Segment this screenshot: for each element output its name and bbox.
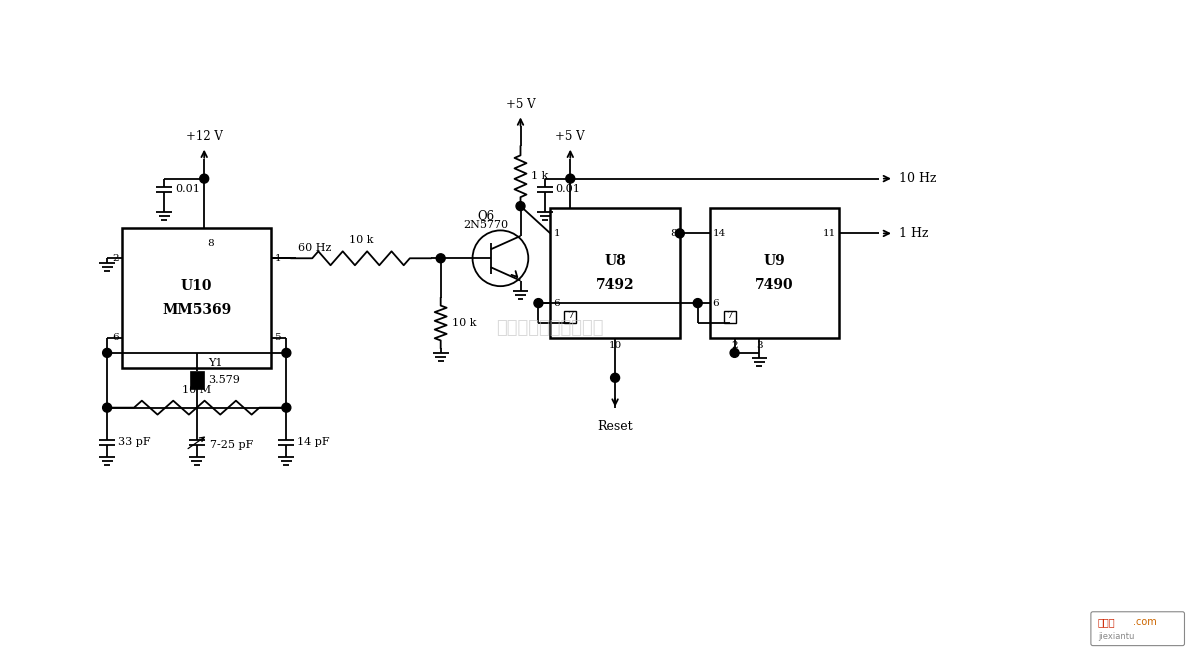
Text: Reset: Reset: [598, 420, 632, 433]
Text: 0.01: 0.01: [175, 184, 200, 194]
Circle shape: [516, 202, 524, 211]
Text: Q6: Q6: [476, 209, 494, 222]
Text: 7: 7: [566, 311, 574, 320]
Bar: [551, 209, 680, 338]
Text: 10: 10: [608, 341, 622, 350]
Text: 3: 3: [756, 341, 763, 350]
Text: 0.01: 0.01: [556, 184, 581, 194]
Text: U8: U8: [605, 254, 626, 268]
Bar: [190, 371, 204, 389]
Circle shape: [694, 299, 702, 308]
Text: U10: U10: [181, 279, 212, 293]
Circle shape: [103, 403, 112, 412]
Text: jiexiantu: jiexiantu: [1098, 632, 1134, 641]
Text: 6: 6: [553, 299, 560, 308]
Circle shape: [566, 174, 575, 183]
Text: 接线图: 接线图: [1098, 617, 1116, 627]
Text: 7490: 7490: [755, 278, 793, 292]
Text: 33 pF: 33 pF: [118, 437, 151, 448]
Text: +12 V: +12 V: [186, 130, 223, 143]
Text: 1 k: 1 k: [532, 171, 548, 181]
Text: 1: 1: [553, 229, 560, 238]
Text: 1: 1: [275, 254, 281, 263]
Text: 10 M: 10 M: [182, 385, 211, 395]
Text: 11: 11: [823, 229, 836, 238]
Text: +5 V: +5 V: [505, 97, 535, 111]
Text: 10 k: 10 k: [349, 235, 373, 246]
Text: Y1: Y1: [208, 358, 222, 368]
Text: 2N5770: 2N5770: [463, 220, 508, 231]
Circle shape: [199, 174, 209, 183]
Circle shape: [437, 254, 445, 262]
Circle shape: [282, 403, 290, 412]
Text: 杭州将睿科技有限公司: 杭州将睿科技有限公司: [497, 319, 604, 337]
Bar: [564, 311, 576, 323]
Text: 6: 6: [113, 334, 119, 342]
Text: 5: 5: [275, 334, 281, 342]
Text: 7-25 pF: 7-25 pF: [210, 441, 253, 450]
Text: 6: 6: [713, 299, 719, 308]
Text: 8: 8: [671, 229, 677, 238]
Text: 7: 7: [726, 311, 733, 320]
Circle shape: [534, 299, 542, 308]
Text: 2: 2: [731, 341, 738, 350]
Circle shape: [282, 349, 290, 357]
Bar: [724, 311, 736, 323]
Text: 10 k: 10 k: [451, 318, 476, 328]
Text: 1 Hz: 1 Hz: [899, 227, 929, 240]
Text: 14 pF: 14 pF: [298, 437, 330, 448]
Bar: [709, 209, 839, 338]
Text: U9: U9: [763, 254, 785, 268]
Text: +5 V: +5 V: [556, 130, 586, 143]
Text: 3.579: 3.579: [208, 375, 240, 386]
Circle shape: [103, 349, 112, 357]
Text: 7492: 7492: [595, 278, 635, 292]
Circle shape: [611, 373, 619, 382]
Text: 60 Hz: 60 Hz: [299, 243, 331, 253]
Text: .com: .com: [1133, 617, 1157, 627]
Text: 14: 14: [713, 229, 726, 238]
Text: MM5369: MM5369: [162, 303, 232, 317]
Text: 10 Hz: 10 Hz: [899, 172, 936, 185]
Text: 8: 8: [208, 239, 214, 248]
Text: 2: 2: [113, 254, 119, 263]
Bar: [122, 228, 271, 368]
Circle shape: [676, 229, 684, 238]
Circle shape: [730, 349, 739, 357]
